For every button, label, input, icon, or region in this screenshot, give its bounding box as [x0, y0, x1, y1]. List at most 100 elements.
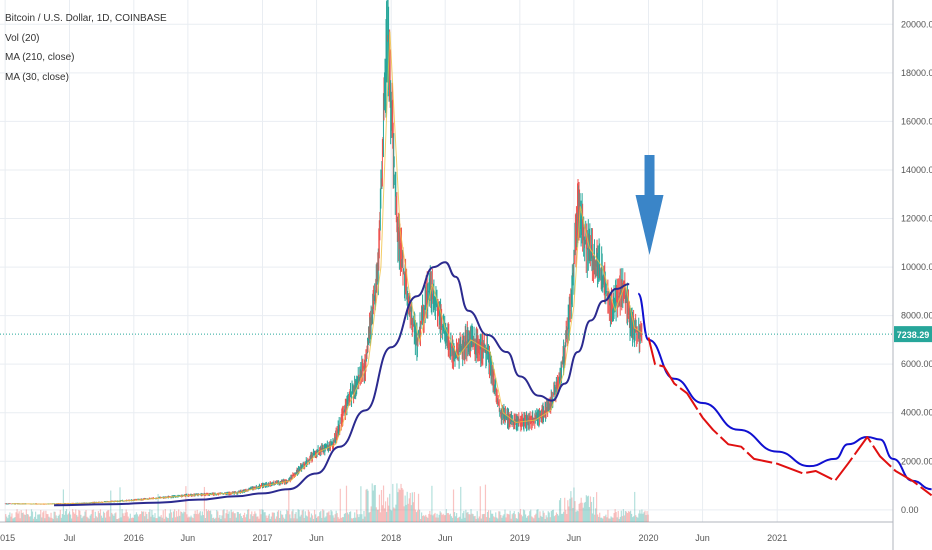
volume-bar [146, 514, 148, 522]
volume-bar [111, 512, 113, 522]
volume-bar [321, 517, 323, 522]
volume-bar [637, 517, 639, 522]
volume-bar [437, 517, 439, 522]
volume-bar [636, 516, 638, 522]
volume-bar [83, 515, 85, 522]
volume-bar [435, 517, 437, 522]
volume-bar [309, 517, 312, 522]
volume-bar [151, 509, 153, 522]
volume-bar [124, 512, 126, 522]
y-tick-label: 12000.00 [901, 214, 932, 224]
volume-bar [206, 511, 209, 522]
volume-bar [34, 511, 37, 522]
volume-bar [428, 513, 430, 522]
x-tick-label: 2015 [0, 533, 15, 543]
volume-bar [276, 511, 279, 522]
volume-bar [424, 516, 426, 522]
volume-bar [506, 513, 508, 522]
volume-bar [612, 517, 614, 522]
volume-bar [228, 511, 230, 522]
volume-bar [349, 511, 352, 522]
volume-bar [519, 509, 522, 522]
volume-bar [528, 515, 530, 522]
volume-bar [647, 514, 649, 522]
volume-bar [334, 514, 336, 522]
volume-bar [31, 511, 34, 522]
volume-bar [440, 512, 442, 522]
last-price-badge [894, 326, 932, 343]
volume-bar [421, 512, 423, 522]
volume-bar [545, 515, 547, 522]
volume-bar [153, 517, 155, 522]
volume-bar [101, 517, 104, 522]
legend-symbol[interactable]: Bitcoin / U.S. Dollar, 1D, COINBASE [5, 13, 167, 24]
volume-bar [144, 516, 146, 522]
volume-bar [302, 509, 304, 522]
volume-bar [248, 509, 250, 522]
volume-bar [5, 514, 7, 522]
volume-bar [518, 513, 521, 522]
volume-bar [318, 516, 320, 522]
x-tick-label: Jun [309, 533, 324, 543]
volume-bar [443, 515, 445, 522]
volume-bar [72, 509, 74, 522]
volume-bar [536, 509, 538, 522]
volume-bar [523, 510, 526, 522]
volume-bar [145, 511, 147, 522]
volume-bar [401, 487, 403, 522]
volume-bar [186, 514, 188, 522]
volume-bar [45, 510, 47, 522]
volume-bar [295, 512, 297, 522]
volume-bar [239, 513, 242, 522]
volume-bar [346, 512, 349, 522]
volume-bar [43, 510, 45, 522]
volume-bar [197, 514, 199, 522]
volume-bar [281, 514, 283, 522]
volume-bar [214, 518, 216, 522]
volume-bar [289, 514, 291, 522]
volume-bar [355, 517, 357, 522]
volume-bar [575, 511, 577, 522]
volume-bar [107, 510, 109, 522]
volume-bar [434, 512, 436, 522]
volume-bar [484, 484, 487, 522]
volume-bar [444, 515, 446, 522]
legend-ma210[interactable]: MA (210, close) [5, 52, 75, 63]
legend-vol[interactable]: Vol (20) [5, 32, 40, 44]
volume-bar [16, 509, 18, 522]
volume-bar [39, 514, 41, 522]
x-tick-label: 2017 [252, 533, 272, 543]
volume-bar [259, 509, 261, 522]
volume-bar [464, 517, 466, 522]
volume-bar [178, 509, 180, 522]
volume-bar [344, 513, 347, 522]
volume-bar [358, 517, 360, 522]
volume-bar [225, 513, 227, 522]
legend-ma30[interactable]: MA (30, close) [5, 71, 69, 83]
volume-bar [448, 514, 451, 522]
volume-bar [348, 511, 351, 522]
volume-bar [337, 517, 339, 522]
down-arrow-annotation [635, 155, 664, 255]
volume-bar [345, 485, 348, 522]
volume-bar [67, 513, 70, 522]
volume-bar [160, 515, 162, 522]
volume-bar [397, 492, 399, 522]
volume-bar [192, 518, 194, 522]
volume-bar [606, 517, 608, 522]
volume-bar [474, 515, 476, 522]
volume-bar [389, 493, 391, 522]
volume-bar [331, 511, 333, 522]
x-tick-label: Jun [438, 533, 453, 543]
volume-bar [173, 509, 176, 522]
volume-bar [307, 509, 309, 522]
volume-bar [370, 506, 372, 522]
volume-bar [314, 514, 317, 522]
volume-bar [327, 512, 329, 522]
volume-bar [640, 513, 642, 522]
volume-bar [333, 517, 335, 522]
volume-bar [498, 511, 500, 522]
volume-bar [390, 509, 392, 522]
volume-bar [441, 514, 443, 522]
